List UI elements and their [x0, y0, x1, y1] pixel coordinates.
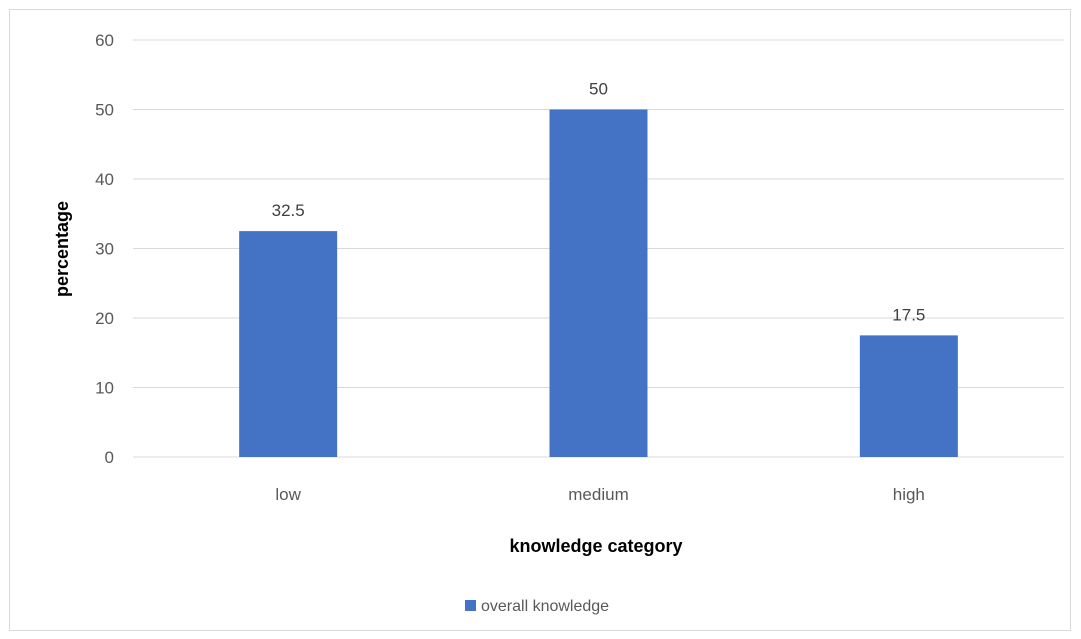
bars	[239, 109, 958, 457]
data-labels: 32.5 50 17.5	[272, 80, 926, 325]
x-axis-ticks: low medium high	[275, 485, 924, 504]
data-label-low: 32.5	[272, 201, 305, 220]
legend-label: overall knowledge	[481, 598, 609, 615]
x-tick-label-low: low	[275, 485, 301, 504]
x-axis-title: knowledge category	[509, 536, 682, 556]
data-label-medium: 50	[589, 80, 608, 99]
x-tick-label-high: high	[893, 485, 925, 504]
legend-swatch	[465, 600, 476, 611]
x-tick-label-medium: medium	[568, 485, 628, 504]
y-tick-label: 20	[95, 309, 114, 328]
y-axis-ticks: 0 10 20 30 40 50 60	[95, 31, 114, 467]
y-tick-label: 60	[95, 31, 114, 50]
y-tick-label: 10	[95, 379, 114, 398]
bar-low	[239, 231, 338, 457]
legend: overall knowledge	[465, 598, 609, 615]
chart-frame	[9, 9, 1071, 631]
y-tick-label: 0	[105, 448, 114, 467]
bar-high	[859, 335, 958, 457]
y-axis-title: percentage	[52, 201, 72, 297]
y-tick-label: 30	[95, 240, 114, 259]
bar-medium	[549, 109, 648, 457]
y-tick-label: 40	[95, 170, 114, 189]
data-label-high: 17.5	[892, 305, 925, 324]
y-tick-label: 50	[95, 101, 114, 120]
